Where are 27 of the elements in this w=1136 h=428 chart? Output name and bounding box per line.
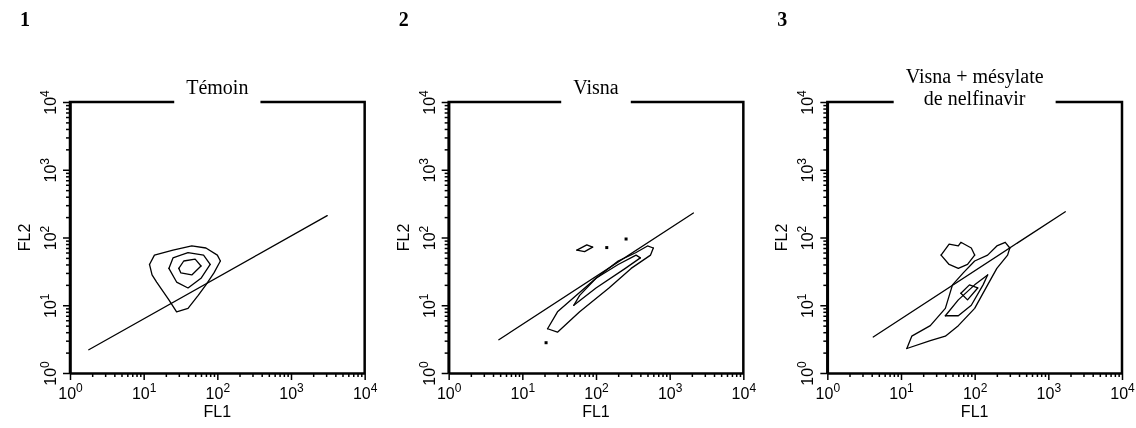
x-tick-label: 10$^{0}$ [436, 381, 462, 402]
x-tick-label: 10$^{1}$ [131, 381, 157, 402]
y-axis-title: FL2 [394, 223, 412, 252]
x-tick-label: 10$^{0}$ [58, 381, 84, 402]
chart-title: Témoin [186, 76, 249, 98]
chart-title: Visna + mésylate de nelfinavir [905, 65, 1044, 109]
text: 2 [398, 8, 409, 30]
text: 1 [20, 8, 30, 30]
x-axis-title: FL1 [203, 403, 232, 420]
chart-title: Visna [573, 76, 619, 98]
x-tick-label: 10$^{2}$ [962, 381, 988, 402]
x-tick-label: 10$^{0}$ [815, 381, 841, 402]
x-tick-label: 10$^{3}$ [657, 381, 683, 402]
x-tick-label: 10$^{2}$ [584, 381, 610, 402]
x-tick-label: 10$^{1}$ [889, 381, 915, 402]
y-axis-title: FL2 [773, 223, 791, 252]
x-tick-label: 10$^{2}$ [205, 381, 231, 402]
x-tick-label: 10$^{1}$ [510, 381, 536, 402]
text: 3 [777, 8, 788, 30]
x-tick-label: 10$^{4}$ [1110, 381, 1136, 402]
x-axis-title: FL1 [582, 403, 610, 420]
x-tick-label: 10$^{4}$ [731, 381, 757, 402]
x-tick-label: 10$^{3}$ [1036, 381, 1062, 402]
x-tick-label: 10$^{3}$ [279, 381, 305, 402]
y-axis-title: FL2 [16, 223, 33, 252]
x-tick-label: 10$^{4}$ [352, 381, 378, 402]
x-axis-title: FL1 [960, 403, 989, 420]
